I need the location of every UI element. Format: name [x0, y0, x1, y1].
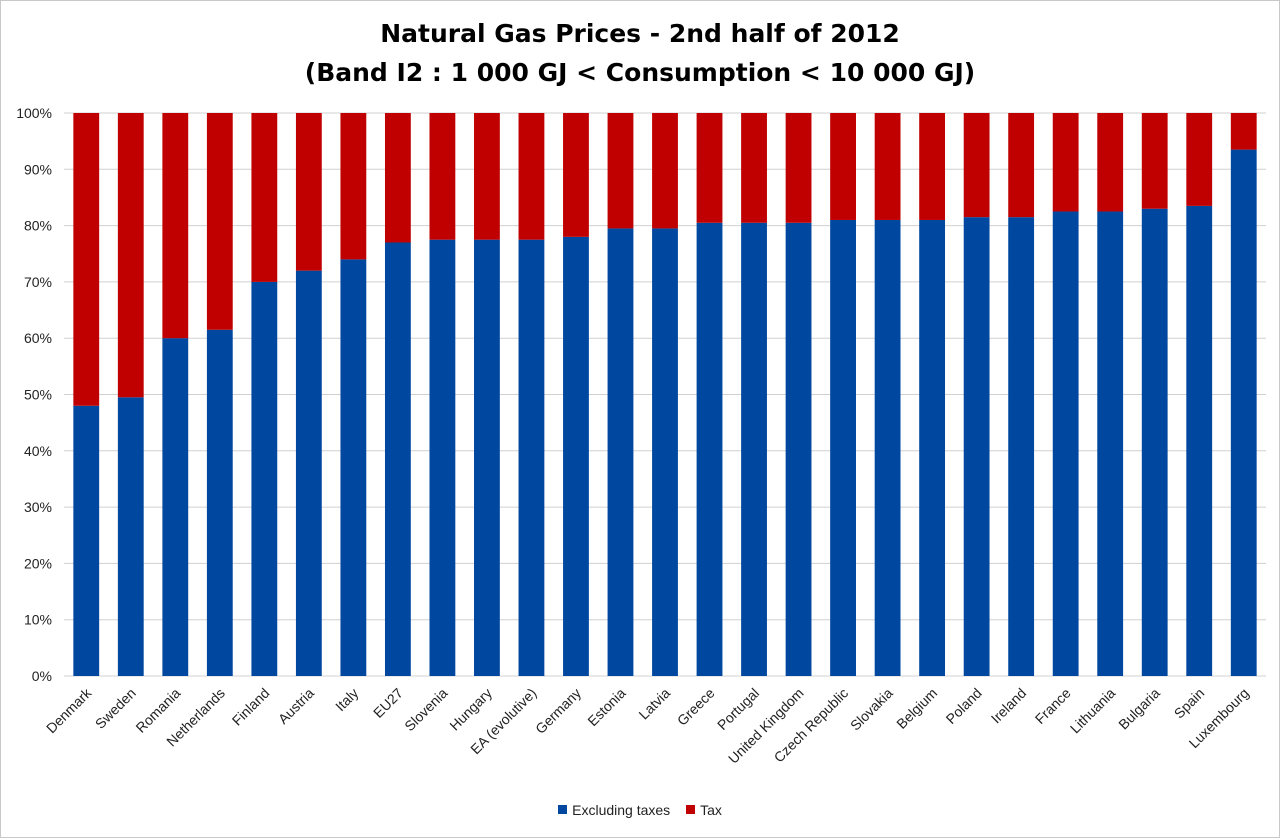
y-tick-label: 0%: [32, 668, 52, 684]
bar-tax: [295, 113, 322, 271]
y-tick-label: 40%: [24, 443, 52, 459]
bar-excluding-taxes: [652, 228, 678, 677]
bar-excluding-taxes: [429, 239, 456, 677]
x-tick-label: Poland: [943, 685, 985, 727]
bar-excluding-taxes: [384, 242, 411, 677]
bar-excluding-taxes: [919, 219, 946, 676]
bar-tax: [830, 113, 856, 220]
legend-label-tax: Tax: [700, 801, 722, 818]
bar-tax: [162, 113, 189, 339]
bar-tax: [963, 113, 990, 218]
legend-item-excluding-taxes: Excluding taxes: [558, 802, 670, 818]
stacked-bar-chart: 0% 10% 20% 30% 40% 50% 60% 70% 80% 90% 100% Denmark…: [16, 105, 1266, 767]
bar-tax: [1097, 113, 1124, 212]
bar-tax: [563, 113, 589, 237]
y-tick-label: 60%: [24, 330, 52, 346]
x-tick-label: Slovenia: [401, 685, 450, 734]
x-tick-label: Latvia: [635, 685, 673, 723]
bar-tax: [117, 113, 144, 398]
bar-tax: [1230, 113, 1257, 150]
bar-excluding-taxes: [741, 222, 767, 676]
bar-excluding-taxes: [295, 270, 322, 676]
bar-excluding-taxes: [696, 222, 723, 676]
x-tick-label: Bulgaria: [1115, 685, 1163, 733]
chart-subtitle: (Band I2 : 1 000 GJ < Consumption < 10 0…: [304, 58, 976, 87]
bar-tax: [384, 113, 411, 243]
bar-excluding-taxes: [1097, 211, 1124, 676]
y-tick-label: 80%: [24, 218, 52, 234]
bar-tax: [206, 113, 233, 330]
legend-swatch-tax: [686, 805, 696, 814]
bar-excluding-taxes: [117, 397, 144, 676]
x-tick-label: Estonia: [584, 685, 628, 729]
y-tick-label: 100%: [16, 105, 52, 121]
bar-tax: [874, 113, 901, 220]
x-tick-label: EU27: [370, 685, 406, 721]
bar-excluding-taxes: [340, 259, 367, 676]
bar-excluding-taxes: [1008, 217, 1035, 676]
y-tick-label: 70%: [24, 274, 52, 290]
bar-excluding-taxes: [518, 239, 545, 677]
bar-excluding-taxes: [474, 239, 500, 677]
bar-tax: [652, 113, 678, 229]
x-tick-label: Lithuania: [1067, 685, 1119, 737]
bar-tax: [474, 113, 500, 240]
y-tick-label: 50%: [24, 387, 52, 403]
x-tick-label: Belgium: [893, 685, 940, 732]
bar-tax: [1052, 113, 1079, 212]
bar-tax: [73, 113, 100, 406]
legend-item-tax: Tax: [686, 802, 722, 818]
bar-tax: [785, 113, 812, 223]
x-tick-label: Denmark: [43, 684, 95, 736]
bar-tax: [607, 113, 634, 229]
x-tick-label: Austria: [275, 685, 317, 727]
legend-label-excluding-taxes: Excluding taxes: [572, 801, 671, 818]
x-tick-label: Slovakia: [847, 685, 896, 734]
y-tick-label: 30%: [24, 499, 52, 515]
bar-excluding-taxes: [785, 222, 812, 676]
x-tick-label: Finland: [229, 685, 273, 729]
bar-excluding-taxes: [963, 217, 990, 676]
bar-excluding-taxes: [563, 236, 589, 677]
x-tick-label: Spain: [1171, 685, 1208, 722]
x-tick-label: United Kingdom: [725, 685, 807, 767]
y-tick-label: 20%: [24, 555, 52, 571]
bar-excluding-taxes: [162, 338, 189, 676]
bar-tax: [340, 113, 367, 260]
chart-legend: Excluding taxes Tax: [0, 801, 1280, 818]
bar-tax: [1008, 113, 1035, 218]
x-tick-label: France: [1032, 685, 1074, 727]
bar-excluding-taxes: [830, 219, 856, 676]
bar-tax: [741, 113, 767, 223]
bar-excluding-taxes: [251, 281, 278, 676]
bar-tax: [696, 113, 723, 223]
bar-tax: [919, 113, 946, 220]
bar-tax: [251, 113, 278, 282]
bar-excluding-taxes: [73, 405, 100, 676]
bar-excluding-taxes: [206, 329, 233, 676]
bar-tax: [429, 113, 456, 240]
x-tick-label: Ireland: [988, 685, 1030, 727]
bar-excluding-taxes: [1186, 205, 1213, 676]
bar-excluding-taxes: [874, 219, 901, 676]
bar-excluding-taxes: [1141, 208, 1168, 676]
x-tick-label: Germany: [532, 685, 584, 737]
y-tick-label: 90%: [24, 161, 52, 177]
bar-excluding-taxes: [607, 228, 634, 677]
x-tick-label: Greece: [674, 685, 718, 729]
y-tick-label: 10%: [24, 612, 52, 628]
chart-title: Natural Gas Prices - 2nd half of 2012: [380, 19, 900, 48]
bar-excluding-taxes: [1052, 211, 1079, 676]
bar-excluding-taxes: [1230, 149, 1257, 677]
bar-tax: [1186, 113, 1213, 206]
legend-swatch-excluding-taxes: [558, 805, 568, 814]
bar-tax: [1141, 113, 1168, 209]
x-tick-label: Italy: [332, 685, 361, 714]
bar-tax: [518, 113, 545, 240]
